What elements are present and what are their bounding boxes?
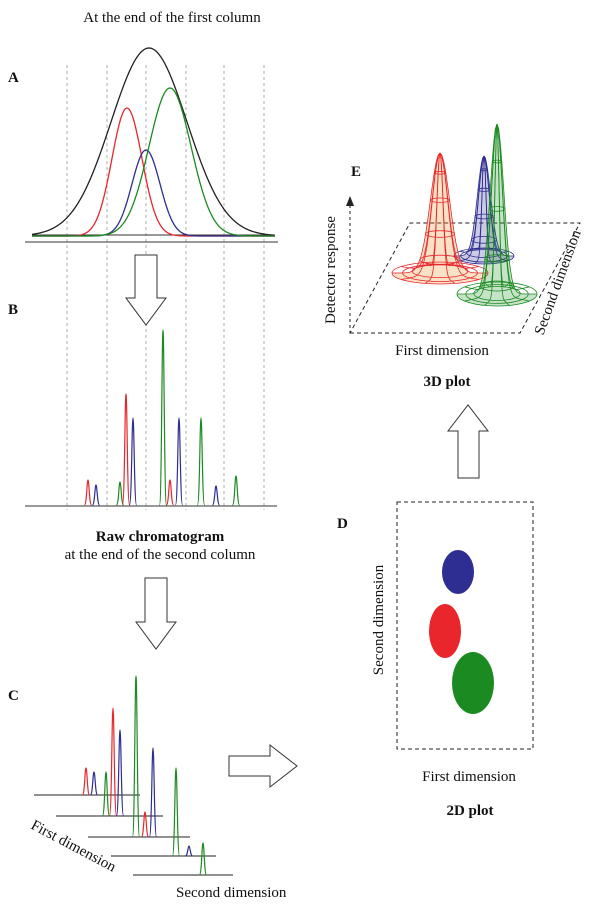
stacked-chromatograms	[34, 675, 233, 876]
down-arrow-icon	[125, 254, 167, 326]
panel-b: B Raw chromatogram at the end of the sec…	[8, 302, 277, 563]
raw-peak	[140, 811, 150, 838]
raw-peak	[198, 842, 208, 876]
panel-b-caption-bold: Raw chromatogram	[96, 529, 225, 545]
panel-e-caption: 3D plot	[423, 374, 470, 390]
spot-red	[429, 604, 461, 658]
raw-peak	[101, 771, 111, 817]
panel-d-y-label: Second dimension	[371, 564, 387, 675]
panel-e-letter: E	[351, 164, 361, 180]
raw-peak	[131, 675, 141, 838]
panel-d-caption: 2D plot	[446, 803, 493, 819]
raw-peak	[115, 729, 125, 817]
raw-peak	[174, 417, 184, 506]
raw-peak	[171, 767, 181, 857]
raw-peak	[115, 481, 125, 506]
raw-peak	[148, 747, 158, 838]
raw-peak	[165, 479, 175, 506]
raw-chromatogram-peaks	[83, 329, 241, 506]
panel-c: C First dimension Second dimension	[8, 675, 287, 901]
raw-peak	[121, 393, 131, 506]
raw-peak	[89, 771, 99, 796]
base-plane	[349, 222, 581, 334]
panel-b-caption: at the end of the second column	[65, 547, 256, 563]
raw-peak	[158, 329, 168, 506]
panel-d-letter: D	[337, 516, 348, 532]
raw-peak	[211, 485, 221, 506]
peak-blue	[32, 149, 275, 237]
mesh-peak	[391, 152, 489, 285]
panel-e-x-label: First dimension	[395, 343, 489, 359]
panel-d: D Second dimension First dimension 2D pl…	[337, 501, 534, 819]
panel-a-title: At the end of the first column	[83, 10, 261, 26]
panel-c-letter: C	[8, 688, 19, 704]
panel-e-z-label: Second dimension	[532, 228, 585, 338]
raw-peak	[108, 707, 118, 817]
3d-peaks	[391, 123, 538, 307]
panel-a-letter: A	[8, 70, 19, 86]
panel-b-letter: B	[8, 302, 18, 318]
down-arrow-icon	[135, 577, 177, 650]
panel-c-first-dimension-label: First dimension	[28, 817, 119, 875]
spot-green	[452, 652, 494, 714]
up-arrow-icon	[446, 404, 490, 479]
peak-green	[32, 87, 275, 237]
panel-d-plot-frame	[396, 501, 534, 750]
panel-c-second-dimension-label: Second dimension	[176, 885, 287, 901]
panel-e: E Detector response First dimension Seco…	[323, 123, 585, 390]
panel-e-y-label: Detector response	[323, 216, 339, 324]
raw-peak	[231, 475, 241, 506]
right-arrow-icon	[228, 743, 298, 789]
mesh-peak	[453, 155, 515, 265]
panel-a: At the end of the first column A	[8, 10, 278, 510]
raw-peak	[196, 417, 206, 506]
raw-peak	[83, 479, 93, 506]
modulation-guide-lines	[66, 65, 265, 510]
raw-peak	[81, 767, 91, 796]
panel-d-x-label: First dimension	[422, 769, 516, 785]
total-peak-black	[31, 47, 276, 236]
mesh-peak	[456, 123, 538, 307]
spot-blue	[442, 550, 474, 594]
raw-peak	[185, 845, 193, 857]
raw-peak	[128, 417, 138, 506]
detector-axis-arrowhead-icon	[346, 196, 354, 206]
raw-peak	[91, 484, 101, 506]
